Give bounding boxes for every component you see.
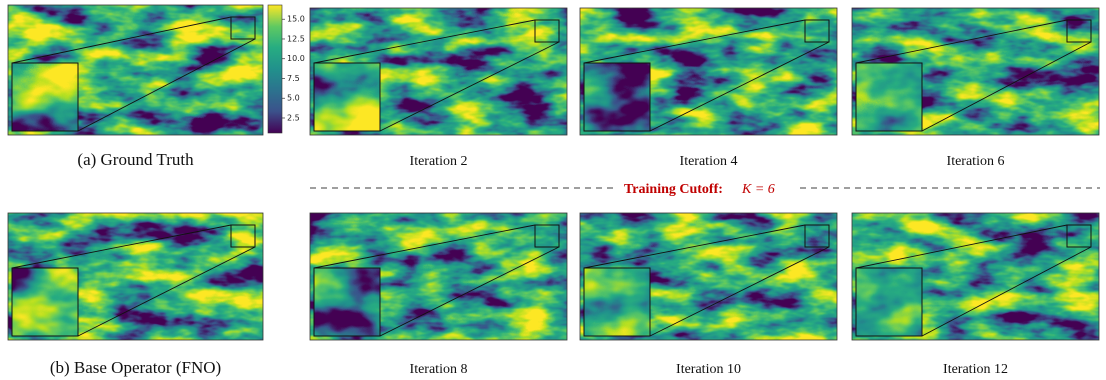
colorbar-tick-label: 2.5 (287, 113, 300, 122)
caption: Iteration 12 (943, 362, 1008, 377)
zoom-inset (12, 268, 78, 336)
zoom-inset (12, 63, 78, 131)
caption: (a) Ground Truth (77, 150, 194, 169)
colorbar-tick-label: 7.5 (287, 74, 300, 83)
caption: Iteration 2 (410, 154, 468, 169)
cutoff-math: K = 6 (741, 182, 775, 197)
zoom-inset (856, 268, 922, 336)
zoom-inset (584, 63, 650, 131)
caption: Iteration 4 (680, 154, 738, 169)
panel (310, 8, 567, 135)
caption: Iteration 8 (410, 362, 468, 377)
colorbar-tick-label: 12.5 (287, 34, 305, 43)
colorbar-tick-label: 10.0 (287, 54, 305, 63)
zoom-inset (584, 268, 650, 336)
caption: Iteration 6 (947, 154, 1005, 169)
panel (8, 213, 263, 340)
caption: Iteration 10 (676, 362, 741, 377)
cutoff-label: Training Cutoff: (624, 182, 723, 197)
figure: Training Cutoff: K = 6 (a) Ground Truth I… (0, 0, 1106, 380)
panel (580, 213, 837, 340)
panel (852, 213, 1099, 340)
caption: (b) Base Operator (FNO) (50, 358, 221, 377)
colorbar-tick-label: 5.0 (287, 94, 300, 103)
zoom-inset (314, 63, 380, 131)
zoom-inset (856, 63, 922, 131)
colorbar-tick-label: 15.0 (287, 15, 305, 24)
cutoff: Training Cutoff: K = 6 (310, 182, 1100, 197)
zoom-inset (314, 268, 380, 336)
colorbar (268, 5, 282, 133)
panel (8, 5, 263, 135)
panel (310, 213, 567, 340)
panel (852, 8, 1099, 135)
panel (580, 8, 837, 135)
